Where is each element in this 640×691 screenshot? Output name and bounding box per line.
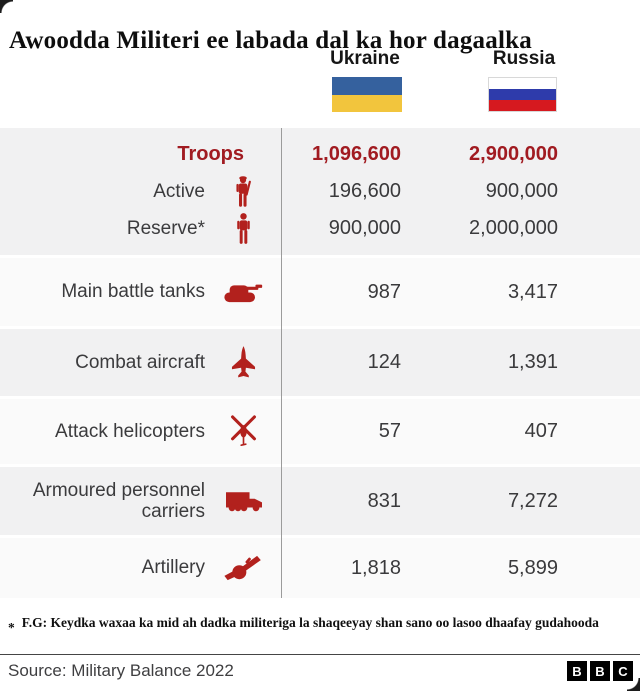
source-credit: Source: Military Balance 2022	[8, 661, 234, 680]
person-icon	[205, 212, 282, 245]
bbc-logo: B B C	[567, 661, 633, 681]
table-row-armoured-personnel-carriers: Armoured personnel carriers 831 7,272	[0, 467, 640, 535]
value-active-russia: 900,000	[485, 180, 558, 202]
value-reserve-ukraine: 900,000	[328, 217, 401, 239]
russia-flag-blue-stripe	[489, 89, 556, 100]
table-row-artillery: Artillery 1,818 5,899	[0, 538, 640, 598]
corner-artifact-bottom-right	[627, 678, 640, 691]
value-troops-ukraine: 1,096,600	[312, 143, 401, 165]
bbc-logo-block-c: C	[613, 661, 633, 681]
column-header-ukraine: Ukraine	[330, 48, 400, 69]
bbc-logo-block-b2: B	[590, 661, 610, 681]
ukraine-flag-blue-stripe	[332, 77, 402, 95]
table-row-attack-helicopters: Attack helicopters 57 407	[0, 399, 640, 464]
value-apc-ukraine: 831	[367, 489, 401, 512]
row-label-active: Active	[153, 180, 205, 202]
table-row-troops-total: Troops 1,096,600 2,900,000	[0, 136, 640, 173]
column-header-russia: Russia	[492, 48, 556, 69]
tank-icon	[205, 281, 282, 304]
value-troops-russia: 2,900,000	[469, 143, 558, 165]
footer-divider	[0, 654, 640, 655]
soldier-icon	[205, 175, 282, 208]
value-reserve-russia: 2,000,000	[469, 217, 558, 239]
russia-flag-white-stripe	[489, 78, 556, 89]
table-row-main-battle-tanks: Main battle tanks 987 3,417	[0, 258, 640, 326]
value-helicopters-ukraine: 57	[378, 420, 401, 442]
footnote-asterisk: *	[8, 620, 15, 635]
table-row-active: Active 196,600 900,000	[0, 173, 640, 210]
artillery-icon	[205, 554, 282, 582]
value-tanks-russia: 3,417	[507, 280, 558, 303]
row-label-attack-helicopters: Attack helicopters	[55, 420, 205, 442]
fighter-jet-icon	[205, 346, 282, 379]
russia-flag-icon	[488, 77, 557, 112]
value-helicopters-russia: 407	[524, 420, 558, 442]
table-row-combat-aircraft: Combat aircraft 124 1,391	[0, 329, 640, 396]
row-label-main-battle-tanks: Main battle tanks	[61, 281, 205, 303]
value-active-ukraine: 196,600	[328, 180, 401, 202]
value-aircraft-ukraine: 124	[367, 351, 401, 373]
table-row-reserve: Reserve* 900,000 2,000,000	[0, 210, 640, 247]
column-divider	[281, 128, 282, 598]
bbc-logo-block-b1: B	[567, 661, 587, 681]
truck-icon	[205, 489, 282, 513]
helicopter-icon	[205, 413, 282, 450]
ukraine-flag-yellow-stripe	[332, 95, 402, 112]
page-title: Awoodda Militeri ee labada dal ka hor da…	[9, 26, 532, 54]
row-label-armoured-personnel-carriers: Armoured personnel carriers	[32, 479, 205, 522]
row-label-troops: Troops	[177, 143, 244, 165]
value-tanks-ukraine: 987	[367, 280, 401, 303]
row-label-artillery: Artillery	[141, 557, 205, 579]
table-section-troops: Troops 1,096,600 2,900,000 Active 196,60…	[0, 128, 640, 255]
ukraine-flag-icon	[332, 77, 402, 112]
footnote: * F.G: Keydka waxaa ka mid ah dadka milit…	[8, 615, 628, 635]
footnote-text: F.G: Keydka waxaa ka mid ah dadka milite…	[21, 615, 599, 630]
value-aircraft-russia: 1,391	[507, 351, 558, 373]
russia-flag-red-stripe	[489, 100, 556, 111]
row-label-combat-aircraft: Combat aircraft	[75, 351, 205, 373]
corner-artifact-top-left	[0, 0, 13, 13]
row-label-reserve: Reserve*	[126, 217, 205, 239]
value-artillery-russia: 5,899	[507, 556, 558, 579]
value-artillery-ukraine: 1,818	[350, 556, 401, 579]
value-apc-russia: 7,272	[507, 489, 558, 512]
